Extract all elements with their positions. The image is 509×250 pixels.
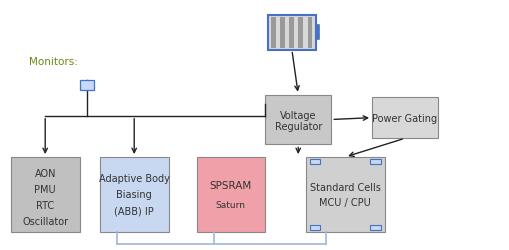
Bar	[305, 157, 384, 232]
Text: Oscillator: Oscillator	[22, 216, 68, 226]
Bar	[298, 18, 302, 48]
Text: PMU: PMU	[34, 184, 56, 194]
Text: SPSRAM: SPSRAM	[209, 181, 251, 191]
Bar	[196, 157, 265, 232]
Bar	[316, 26, 318, 40]
Text: Monitors:: Monitors:	[29, 56, 77, 66]
Bar	[309, 225, 320, 230]
Text: MCU / CPU: MCU / CPU	[319, 197, 371, 207]
Text: Voltage: Voltage	[279, 110, 316, 120]
Bar	[79, 81, 94, 90]
Bar	[11, 157, 79, 232]
Bar	[100, 157, 168, 232]
Bar	[270, 18, 275, 48]
Text: Saturn: Saturn	[215, 200, 245, 209]
Bar	[279, 18, 284, 48]
Bar	[370, 225, 380, 230]
Text: Adaptive Body: Adaptive Body	[99, 173, 169, 183]
Text: RTC: RTC	[36, 200, 54, 210]
Text: (ABB) IP: (ABB) IP	[114, 206, 154, 216]
Bar	[370, 159, 380, 164]
Text: Power Gating: Power Gating	[372, 113, 437, 123]
Text: AON: AON	[35, 169, 56, 179]
Bar	[289, 18, 293, 48]
Bar	[307, 18, 312, 48]
Bar	[309, 159, 320, 164]
Text: Regulator: Regulator	[274, 121, 321, 131]
Bar	[267, 16, 316, 50]
Text: Biasing: Biasing	[116, 190, 152, 200]
Text: Standard Cells: Standard Cells	[309, 182, 380, 192]
Bar	[265, 95, 331, 145]
Bar	[371, 98, 437, 139]
